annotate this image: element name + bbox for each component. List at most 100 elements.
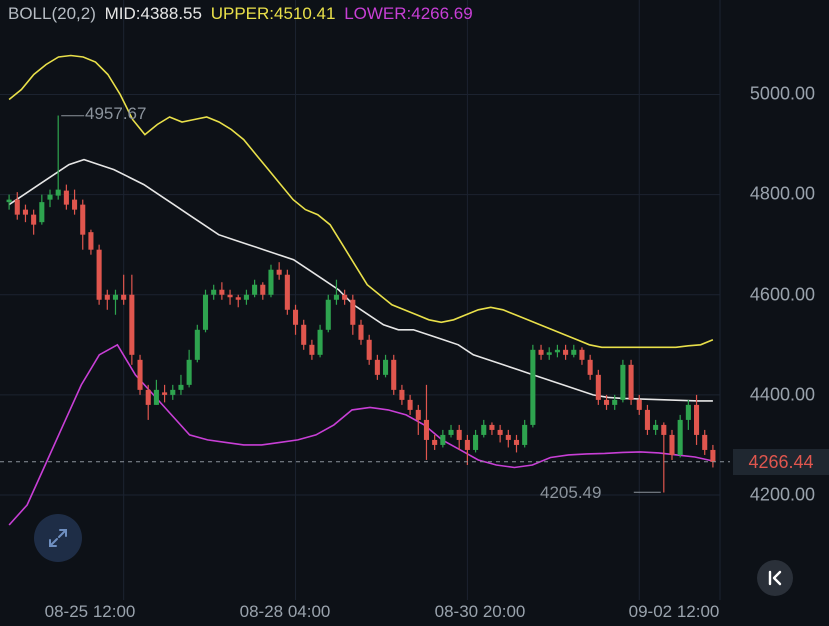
candle-body bbox=[513, 439, 520, 445]
candle-body bbox=[481, 424, 487, 435]
candle-body bbox=[448, 429, 454, 435]
legend-upper: UPPER:4510.41 bbox=[211, 4, 336, 23]
candle-body bbox=[342, 294, 348, 300]
candle-body bbox=[612, 399, 618, 405]
candle-body bbox=[661, 424, 667, 435]
candle-body bbox=[628, 364, 634, 400]
candle-body bbox=[202, 294, 209, 330]
candle-body bbox=[194, 329, 200, 360]
low-price-annotation: 4205.49 bbox=[540, 483, 602, 502]
candle-body bbox=[391, 359, 397, 390]
candle-body bbox=[677, 419, 683, 455]
candle-body bbox=[489, 424, 495, 430]
x-tick-label: 09-02 12:00 bbox=[628, 602, 720, 621]
legend-lower-value: 4266.69 bbox=[411, 4, 473, 23]
candle-body bbox=[350, 299, 356, 325]
candle-body bbox=[505, 434, 511, 440]
candle-body bbox=[407, 399, 413, 410]
candle-body bbox=[653, 424, 659, 430]
candle-body bbox=[63, 190, 69, 205]
high-price-annotation: 4957.67 bbox=[85, 104, 147, 123]
candle-body bbox=[317, 329, 323, 355]
legend-lower: LOWER:4266.69 bbox=[344, 4, 473, 23]
candle-body bbox=[88, 232, 94, 250]
x-tick-label: 08-28 04:00 bbox=[239, 602, 331, 621]
candle-body bbox=[669, 434, 675, 455]
candle-body bbox=[702, 434, 708, 450]
candle-body bbox=[243, 294, 249, 300]
candle-body bbox=[301, 324, 307, 345]
candle-body bbox=[211, 289, 217, 295]
candle-body bbox=[137, 359, 143, 390]
candle-body bbox=[497, 429, 503, 435]
candle-body bbox=[333, 294, 339, 300]
candle-body bbox=[22, 209, 28, 215]
candle-body bbox=[14, 199, 20, 215]
current-price-tag: 4266.44 bbox=[733, 449, 829, 475]
candle-body bbox=[39, 202, 45, 223]
y-tick-label: 4200.00 bbox=[749, 484, 815, 505]
candle-body bbox=[399, 389, 405, 400]
candle-body bbox=[440, 434, 446, 445]
candle-body bbox=[170, 389, 176, 395]
candle-body bbox=[522, 424, 528, 445]
candle-body bbox=[178, 384, 184, 390]
legend-indicator: BOLL(20,2) bbox=[8, 4, 96, 23]
candle-body bbox=[309, 344, 315, 355]
candle-body bbox=[55, 189, 61, 196]
candle-body bbox=[72, 199, 78, 210]
candle-body bbox=[530, 349, 536, 425]
candle-body bbox=[554, 349, 560, 353]
legend-mid-value: 4388.55 bbox=[140, 4, 202, 23]
candle-body bbox=[292, 309, 299, 325]
candle-body bbox=[374, 359, 380, 375]
candle-body bbox=[685, 404, 691, 420]
candle-body bbox=[423, 419, 430, 440]
boll-legend: BOLL(20,2) MID:4388.55 UPPER:4510.41 LOW… bbox=[8, 4, 477, 24]
candle-body bbox=[456, 429, 462, 440]
candle-body bbox=[538, 349, 544, 355]
candle-body bbox=[121, 294, 127, 300]
candle-body bbox=[129, 294, 135, 355]
candle-body bbox=[31, 214, 37, 225]
y-tick-label: 5000.00 bbox=[749, 83, 815, 104]
candle-body bbox=[636, 399, 642, 410]
expand-chart-button[interactable] bbox=[34, 514, 82, 562]
candle-body bbox=[546, 352, 552, 355]
candle-body bbox=[620, 364, 626, 400]
candle-body bbox=[644, 409, 650, 430]
candle-body bbox=[235, 297, 241, 300]
candle-body bbox=[415, 409, 421, 420]
chevron-left-bar-icon bbox=[768, 570, 782, 586]
y-tick-label: 4600.00 bbox=[749, 284, 815, 305]
x-tick-label: 08-25 12:00 bbox=[44, 602, 136, 621]
candle-body bbox=[268, 269, 274, 295]
candle-body bbox=[96, 249, 102, 300]
candle-body bbox=[276, 269, 282, 275]
expand-arrows-icon bbox=[49, 529, 67, 547]
x-tick-label: 08-30 20:00 bbox=[434, 602, 526, 621]
candle-body bbox=[464, 439, 470, 450]
candle-body bbox=[145, 389, 151, 405]
boll-lower-line bbox=[8, 343, 714, 526]
candle-body bbox=[579, 349, 585, 360]
candle-body bbox=[383, 359, 389, 375]
candle-body bbox=[80, 204, 86, 235]
y-tick-label: 4800.00 bbox=[749, 183, 815, 204]
candle-body bbox=[47, 194, 53, 200]
candle-body bbox=[710, 449, 716, 462]
legend-upper-label: UPPER: bbox=[210, 4, 274, 23]
boll-mid-line bbox=[8, 158, 713, 402]
candle-body bbox=[186, 359, 192, 385]
candle-body bbox=[366, 339, 372, 360]
candle-body bbox=[595, 374, 601, 400]
candle-body bbox=[6, 199, 12, 203]
candle-body bbox=[473, 434, 479, 450]
candle-body bbox=[571, 349, 577, 355]
candle-body bbox=[694, 404, 700, 435]
candle-body bbox=[603, 399, 610, 405]
candle-body bbox=[153, 389, 159, 405]
scroll-to-latest-button[interactable] bbox=[757, 560, 793, 596]
